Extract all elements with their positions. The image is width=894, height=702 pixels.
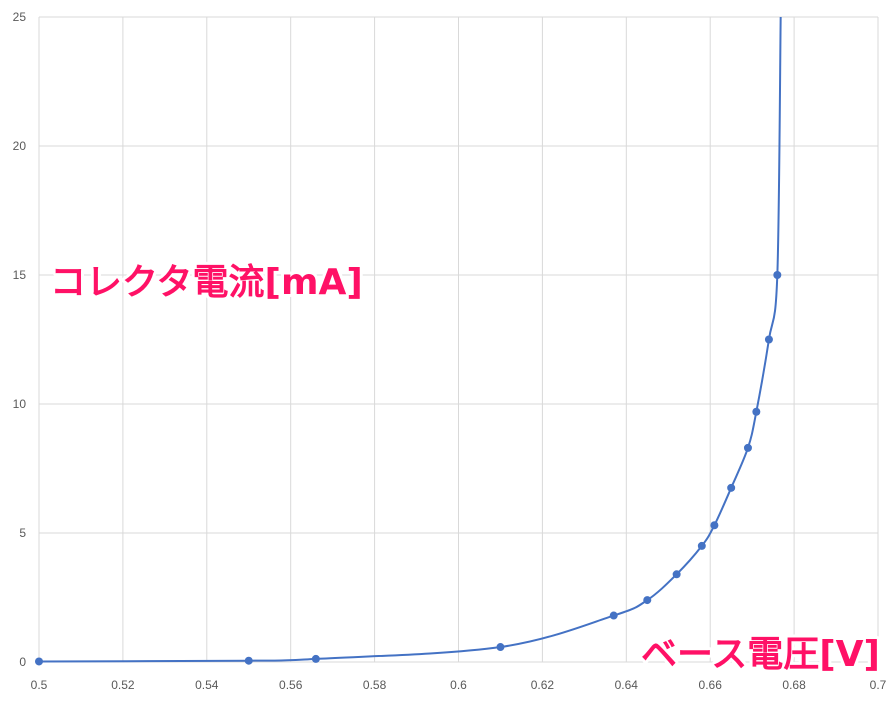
x-tick-label-4: 0.58 bbox=[363, 678, 387, 692]
x-tick-label-10: 0.7 bbox=[870, 678, 887, 692]
x-tick-label-9: 0.68 bbox=[782, 678, 806, 692]
x-tick-label-8: 0.66 bbox=[699, 678, 723, 692]
data-point-12 bbox=[764, 335, 773, 344]
series-line bbox=[38, 16, 782, 663]
data-point-8 bbox=[710, 521, 719, 530]
data-point-10 bbox=[743, 443, 752, 452]
y-tick-label-5: 25 bbox=[13, 10, 27, 24]
y-tick-label-1: 5 bbox=[19, 526, 26, 540]
grid-lines bbox=[38, 16, 879, 663]
x-tick-label-2: 0.54 bbox=[195, 678, 219, 692]
data-points bbox=[35, 271, 782, 666]
data-point-4 bbox=[609, 611, 618, 620]
x-tick-labels: 0.5 0.52 0.54 0.56 0.58 0.6 0.62 0.64 0.66 0.68 0.… bbox=[31, 678, 887, 692]
data-point-2 bbox=[311, 654, 320, 663]
data-point-11 bbox=[752, 407, 761, 416]
x-tick-label-1: 0.52 bbox=[111, 678, 135, 692]
x-tick-label-5: 0.6 bbox=[450, 678, 467, 692]
x-axis-label: ベース電圧[V] bbox=[641, 634, 880, 675]
x-tick-label-0: 0.5 bbox=[31, 678, 48, 692]
data-point-1 bbox=[244, 656, 253, 665]
data-point-13 bbox=[773, 271, 782, 279]
data-point-3 bbox=[496, 643, 505, 652]
y-tick-label-0: 0 bbox=[19, 655, 26, 669]
data-point-7 bbox=[697, 541, 706, 550]
data-point-5 bbox=[643, 596, 652, 605]
x-tick-label-3: 0.56 bbox=[279, 678, 303, 692]
y-tick-label-3: 15 bbox=[13, 268, 27, 282]
y-tick-label-4: 20 bbox=[13, 139, 27, 153]
data-point-0 bbox=[35, 657, 43, 666]
data-point-9 bbox=[727, 483, 736, 492]
y-axis-label: コレクタ電流[mA] bbox=[50, 262, 363, 303]
y-tick-label-2: 10 bbox=[13, 397, 27, 411]
y-tick-labels: 0 5 10 15 20 25 bbox=[13, 10, 27, 669]
data-point-6 bbox=[672, 570, 681, 579]
x-tick-label-7: 0.64 bbox=[615, 678, 639, 692]
x-tick-label-6: 0.62 bbox=[531, 678, 555, 692]
